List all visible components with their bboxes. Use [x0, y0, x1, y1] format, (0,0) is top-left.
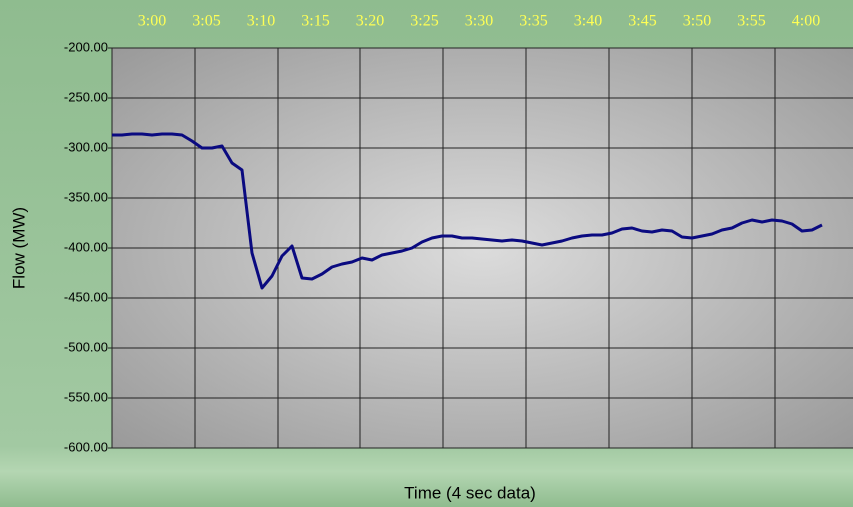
y-tick-label: -200.00	[64, 39, 108, 54]
x-tick-label: 3:10	[247, 13, 275, 30]
x-tick-label: 3:55	[737, 13, 765, 30]
y-tick-label: -350.00	[64, 189, 108, 204]
y-tick-label: -400.00	[64, 239, 108, 254]
x-tick-label: 3:45	[628, 13, 656, 30]
x-tick-label: 3:25	[410, 13, 438, 30]
y-tick-label: -550.00	[64, 389, 108, 404]
x-tick-label: 3:20	[356, 13, 384, 30]
x-tick-label: 3:30	[465, 13, 493, 30]
y-tick-label: -300.00	[64, 139, 108, 154]
x-tick-label: 3:15	[301, 13, 329, 30]
line	[112, 132, 823, 290]
y-axis-label: Flow (MW)	[9, 207, 28, 289]
y-tick-label: -500.00	[64, 339, 108, 354]
y-tick-label: -250.00	[64, 89, 108, 104]
x-tick-label: 3:35	[519, 13, 547, 30]
x-axis-label: Time (4 sec data)	[404, 483, 536, 502]
x-tick-label: 3:50	[683, 13, 711, 30]
x-tick-label: 4:00	[792, 13, 820, 30]
x-tick-label: 3:05	[192, 13, 220, 30]
y-tick-label: -450.00	[64, 289, 108, 304]
y-tick-label: -600.00	[64, 439, 108, 454]
x-tick-label: 3:40	[574, 13, 602, 30]
x-tick-label: 3:00	[138, 13, 166, 30]
